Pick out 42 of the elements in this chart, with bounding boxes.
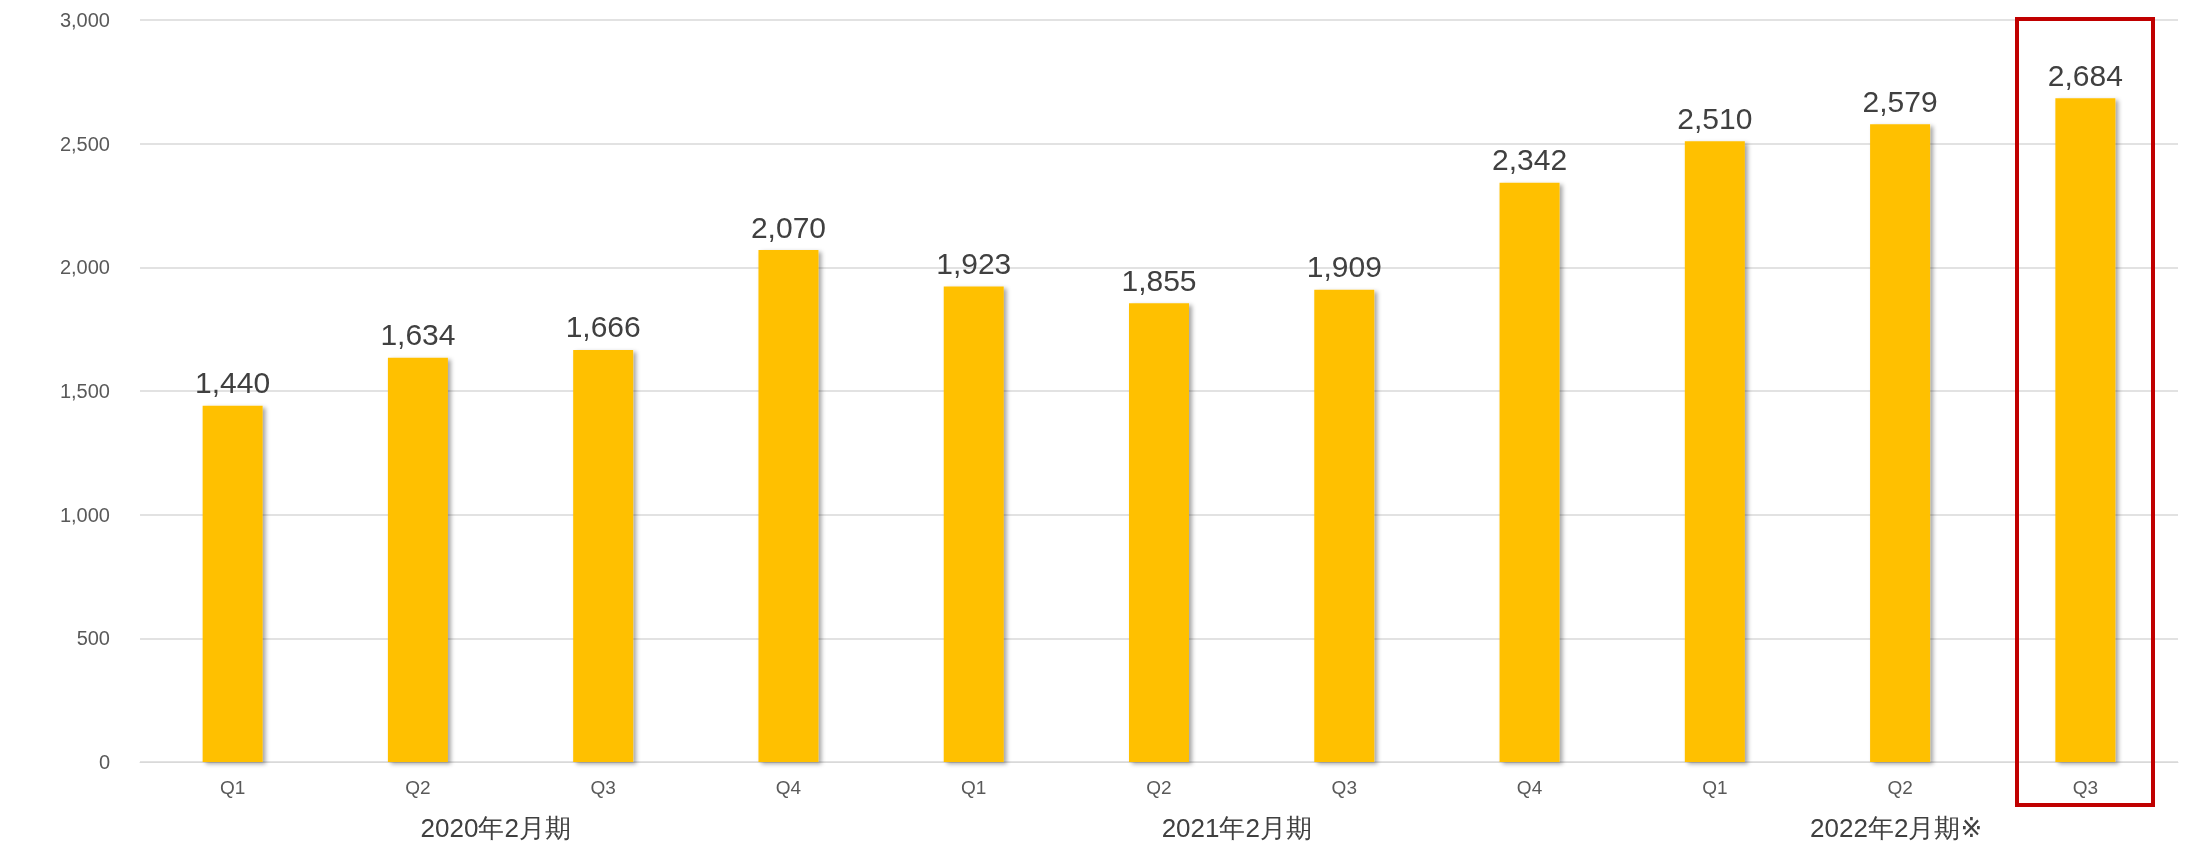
bar [387,357,448,762]
y-tick-label: 3,000 [59,9,110,31]
data-label: 1,855 [1121,263,1197,297]
x-tick-label: Q3 [1331,777,1357,798]
data-label: 1,666 [565,310,641,344]
x-tick-label: Q2 [1146,777,1172,798]
bar [202,405,263,762]
x-tick-label: Q4 [1516,777,1543,798]
bar [573,349,634,762]
data-label: 1,634 [380,318,456,352]
data-label: 2,070 [750,210,826,244]
x-tick-label: Q4 [775,777,802,798]
data-label: 2,510 [1677,101,1753,135]
y-tick-label: 2,500 [59,132,110,155]
x-tick-label: Q2 [405,777,431,798]
y-tick-label: 500 [76,627,110,650]
y-tick-label: 0 [98,751,110,773]
bar [758,250,819,762]
data-label: 1,440 [195,366,271,400]
x-tick-label: Q3 [2072,777,2099,798]
bar [943,286,1004,762]
data-label: 1,909 [1306,250,1382,284]
data-label: 2,342 [1492,143,1568,177]
bar [1129,303,1189,762]
x-tick-label: Q1 [219,777,246,798]
y-tick-label: 2,000 [59,256,110,279]
bar [1499,182,1560,762]
bar [1870,124,1931,762]
x-tick-label: Q1 [1702,777,1728,798]
text: 2022年2月期※ [1810,813,1983,843]
y-tick-label: 1,500 [59,380,110,402]
text: 2021年2月期 [1161,813,1312,843]
x-tick-label: Q3 [590,777,616,798]
text: 2020年2月期 [420,813,571,843]
y-tick-label: 1,000 [59,503,110,526]
data-label: 2,579 [1862,84,1938,118]
x-tick-label: Q2 [1887,777,1913,798]
bar [1314,289,1375,762]
data-label: 1,923 [936,246,1012,280]
bar [1684,141,1745,762]
x-tick-label: Q1 [961,777,987,798]
data-label: 2,684 [2047,58,2123,92]
